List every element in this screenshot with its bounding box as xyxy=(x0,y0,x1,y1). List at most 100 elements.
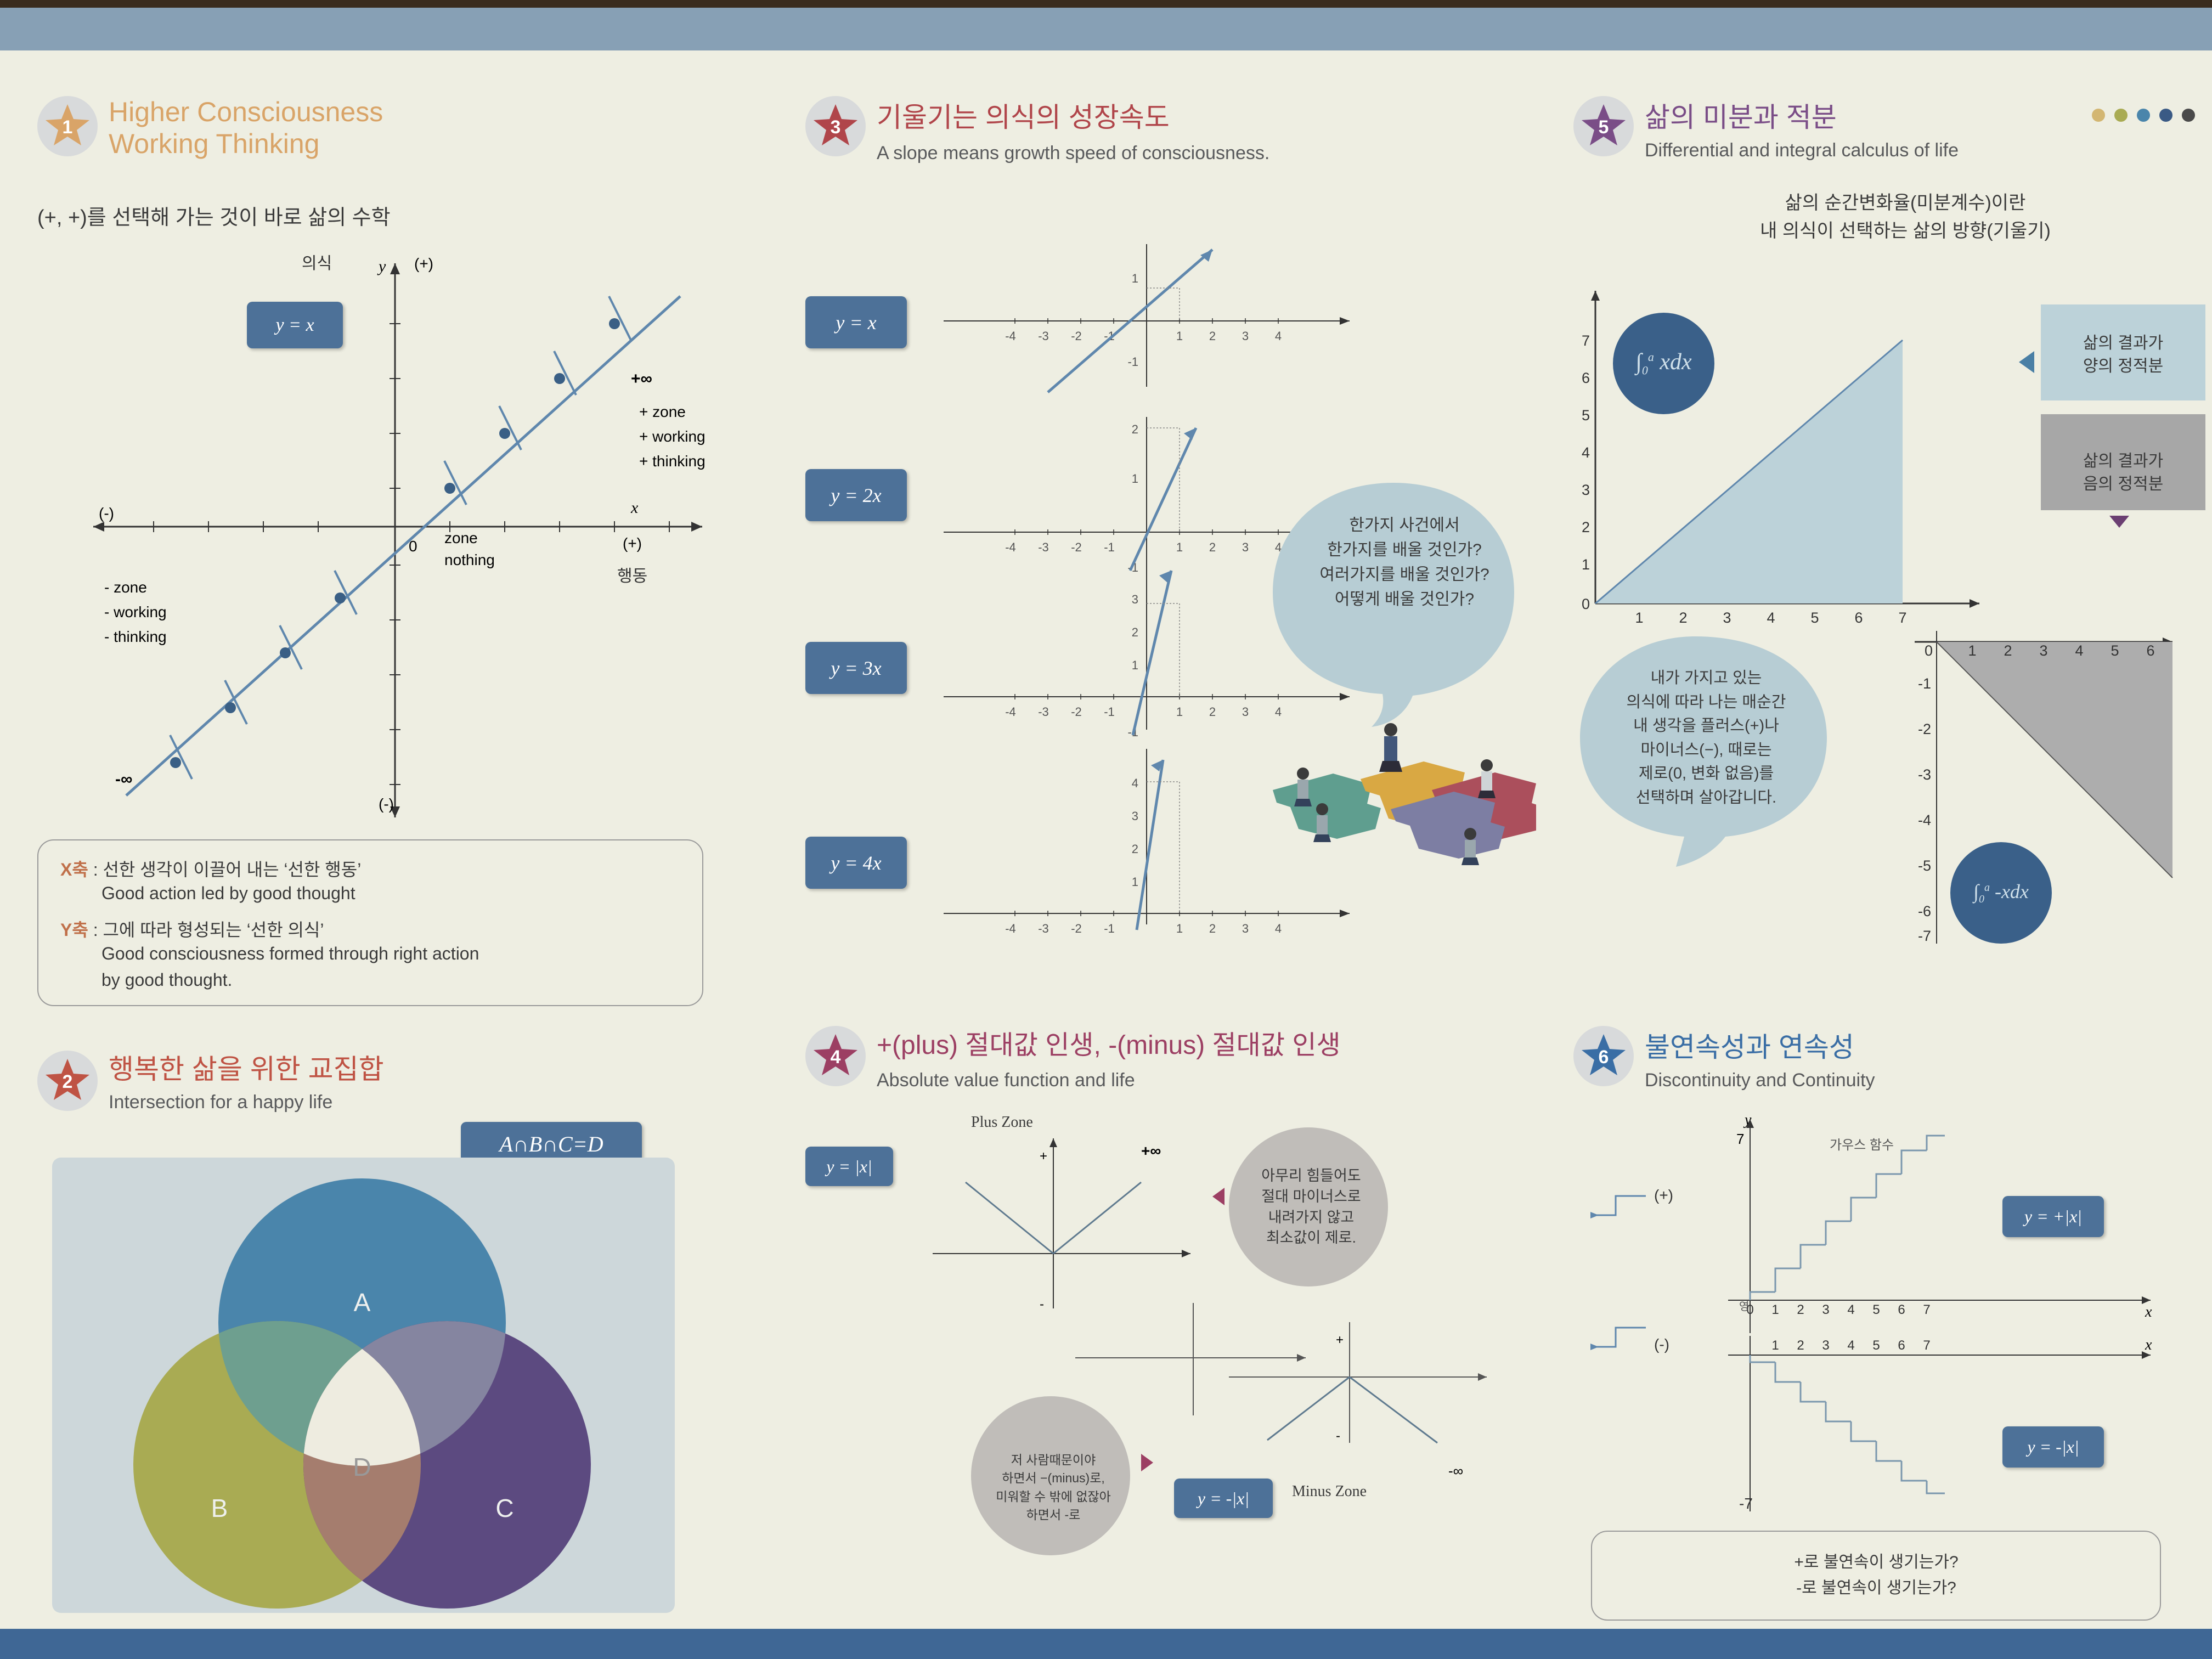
svg-text:2: 2 xyxy=(1132,842,1138,856)
svg-text:-3: -3 xyxy=(1038,329,1049,343)
svg-text:-: - xyxy=(1040,1297,1044,1312)
svg-text:-4: -4 xyxy=(1005,922,1016,935)
svg-text:4: 4 xyxy=(2075,642,2083,659)
svg-text:3: 3 xyxy=(831,117,841,138)
svg-text:1: 1 xyxy=(1132,472,1138,486)
svg-text:0: 0 xyxy=(409,538,417,555)
svg-text:7: 7 xyxy=(1582,332,1590,349)
svg-text:x: x xyxy=(2145,1336,2152,1353)
svg-text:(+): (+) xyxy=(414,255,433,272)
svg-text:5: 5 xyxy=(1582,407,1590,424)
svg-text:1: 1 xyxy=(1176,922,1183,935)
svg-text:3: 3 xyxy=(1822,1338,1829,1353)
svg-text:4: 4 xyxy=(1847,1302,1854,1317)
svg-text:4: 4 xyxy=(831,1047,841,1068)
svg-text:+: + xyxy=(1040,1149,1047,1164)
svg-text:2: 2 xyxy=(1797,1338,1804,1353)
svg-text:7: 7 xyxy=(1736,1131,1744,1147)
svg-text:x: x xyxy=(2145,1304,2152,1321)
svg-text:-4: -4 xyxy=(1005,705,1016,719)
svg-text:4: 4 xyxy=(1767,610,1775,626)
svg-text:-2: -2 xyxy=(1071,922,1082,935)
svg-text:1: 1 xyxy=(1771,1302,1779,1317)
svg-text:3: 3 xyxy=(1242,922,1249,935)
svg-text:-4: -4 xyxy=(1918,812,1931,828)
svg-text:y: y xyxy=(377,257,386,275)
svg-text:C: C xyxy=(495,1494,514,1522)
svg-text:5: 5 xyxy=(1872,1338,1880,1353)
svg-text:4: 4 xyxy=(1847,1338,1854,1353)
svg-text:3: 3 xyxy=(1723,610,1731,626)
svg-text:7: 7 xyxy=(1923,1302,1930,1317)
svg-text:(-): (-) xyxy=(1654,1336,1669,1353)
svg-text:6: 6 xyxy=(1898,1302,1905,1317)
svg-text:1: 1 xyxy=(1771,1338,1779,1353)
svg-text:-4: -4 xyxy=(1005,329,1016,343)
svg-text:-7: -7 xyxy=(1918,928,1931,944)
svg-text:nothing: nothing xyxy=(444,551,495,568)
svg-text:1: 1 xyxy=(1635,610,1643,626)
svg-text:- thinking: - thinking xyxy=(104,628,167,645)
svg-text:(+): (+) xyxy=(623,535,642,552)
svg-text:-3: -3 xyxy=(1038,922,1049,935)
svg-text:5: 5 xyxy=(1810,610,1819,626)
svg-text:-3: -3 xyxy=(1038,705,1049,719)
svg-text:(+): (+) xyxy=(1654,1187,1673,1204)
svg-text:-7: -7 xyxy=(1739,1495,1753,1512)
svg-text:-∞: -∞ xyxy=(115,770,132,788)
svg-text:행동: 행동 xyxy=(617,567,647,585)
svg-text:1: 1 xyxy=(1176,329,1183,343)
svg-text:D: D xyxy=(353,1453,371,1481)
svg-text:+∞: +∞ xyxy=(631,370,652,388)
svg-text:5: 5 xyxy=(2111,642,2119,659)
svg-text:-5: -5 xyxy=(1918,857,1931,874)
svg-text:영: 영 xyxy=(1739,1300,1749,1313)
svg-text:4: 4 xyxy=(1275,329,1282,343)
svg-text:3: 3 xyxy=(1242,705,1249,719)
svg-text:+∞: +∞ xyxy=(1141,1142,1161,1159)
svg-text:1: 1 xyxy=(1582,556,1590,573)
svg-text:3: 3 xyxy=(2039,642,2047,659)
svg-text:가우스 함수: 가우스 함수 xyxy=(1830,1138,1894,1153)
svg-text:4: 4 xyxy=(1275,922,1282,935)
svg-text:1: 1 xyxy=(1968,642,1976,659)
svg-text:7: 7 xyxy=(1923,1338,1930,1353)
svg-text:1: 1 xyxy=(63,117,73,138)
svg-text:1: 1 xyxy=(1132,272,1138,285)
svg-text:0: 0 xyxy=(1925,642,1933,659)
svg-text:(-): (-) xyxy=(379,795,394,812)
svg-text:2: 2 xyxy=(1679,610,1687,626)
svg-text:-3: -3 xyxy=(1918,766,1931,783)
svg-text:6: 6 xyxy=(2146,642,2154,659)
svg-text:2: 2 xyxy=(2004,642,2012,659)
svg-text:+: + xyxy=(1336,1333,1344,1347)
svg-text:-1: -1 xyxy=(1104,922,1115,935)
svg-text:-2: -2 xyxy=(1071,329,1082,343)
svg-text:x: x xyxy=(630,499,639,517)
svg-text:3: 3 xyxy=(1582,482,1590,498)
svg-text:2: 2 xyxy=(1209,705,1216,719)
svg-text:3: 3 xyxy=(1822,1302,1829,1317)
svg-text:B: B xyxy=(211,1494,228,1522)
svg-text:1: 1 xyxy=(1176,705,1183,719)
svg-text:6: 6 xyxy=(1898,1338,1905,1353)
svg-text:4: 4 xyxy=(1132,776,1138,790)
svg-text:4: 4 xyxy=(1582,444,1590,461)
svg-text:-1: -1 xyxy=(1918,675,1931,692)
svg-text:6: 6 xyxy=(1599,1047,1609,1068)
svg-text:+ working: + working xyxy=(639,428,706,445)
svg-text:2: 2 xyxy=(1582,519,1590,535)
svg-text:5: 5 xyxy=(1599,117,1609,138)
svg-text:-6: -6 xyxy=(1918,903,1931,919)
svg-text:3: 3 xyxy=(1132,592,1138,606)
svg-text:- zone: - zone xyxy=(104,579,147,596)
svg-text:2: 2 xyxy=(1132,625,1138,639)
svg-text:A: A xyxy=(354,1288,371,1317)
svg-text:-2: -2 xyxy=(1918,721,1931,737)
svg-text:6: 6 xyxy=(1854,610,1863,626)
svg-text:-1: -1 xyxy=(1127,355,1138,369)
svg-text:2: 2 xyxy=(63,1071,73,1092)
svg-text:(-): (-) xyxy=(99,505,114,522)
svg-text:+ thinking: + thinking xyxy=(639,453,706,470)
svg-text:3: 3 xyxy=(1132,809,1138,823)
